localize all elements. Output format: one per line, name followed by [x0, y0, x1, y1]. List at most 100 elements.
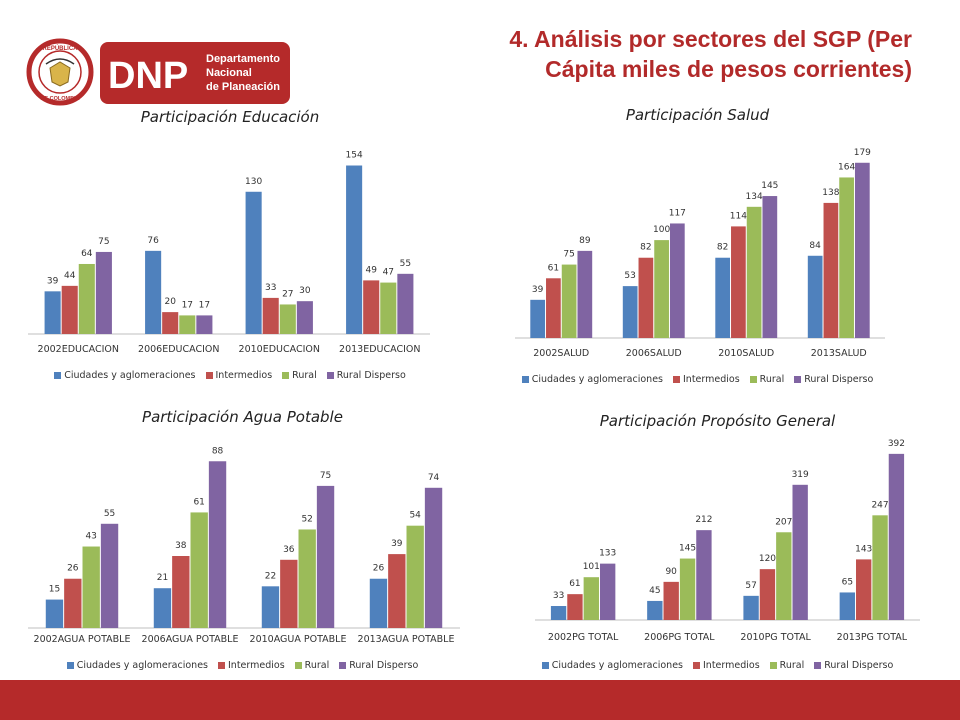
bar [807, 255, 823, 338]
condor-icon [45, 58, 75, 65]
category-label: 2013PG TOTAL [837, 632, 908, 643]
data-label: 27 [282, 289, 293, 299]
legend-item: Intermedios [205, 370, 272, 381]
data-label: 22 [265, 571, 276, 581]
data-label: 76 [147, 236, 159, 246]
seal-top-text: REPÚBLICA [42, 45, 78, 52]
data-label: 74 [428, 473, 440, 483]
legend-item: Rural Disperso [814, 660, 893, 671]
data-label: 114 [730, 211, 747, 221]
category-label: 2002AGUA POTABLE [34, 634, 131, 645]
bar [346, 165, 363, 334]
category-label: 2006SALUD [626, 348, 682, 359]
category-label: 2013AGUA POTABLE [358, 634, 455, 645]
legend-label: Rural Disperso [804, 374, 874, 385]
bar [654, 240, 669, 338]
bar [100, 523, 119, 628]
data-label: 33 [265, 283, 276, 293]
bar [380, 282, 397, 334]
chart-legend: Ciudades y aglomeraciones Intermedios Rura… [20, 370, 440, 381]
data-label: 39 [391, 539, 403, 549]
data-label: 100 [653, 225, 670, 235]
bar [369, 578, 388, 628]
category-label: 2006PG TOTAL [644, 632, 715, 643]
chart-plot: 15 26 43 55 2002AGUA POTABLE 21 38 61 88 2006AGUA… [28, 446, 460, 645]
data-label: 38 [175, 541, 187, 551]
category-label: 2002EDUCACION [38, 344, 119, 355]
data-label: 212 [695, 515, 712, 525]
legend-item: Ciudades y aglomeraciones [541, 660, 683, 671]
bar [298, 529, 316, 628]
footer-bar [0, 680, 960, 720]
legend-swatch [673, 376, 680, 383]
data-label: 21 [157, 573, 168, 583]
bar [872, 515, 888, 620]
legend-swatch [693, 662, 700, 669]
legend-item: Rural [769, 660, 805, 671]
legend-label: Intermedios [228, 660, 285, 671]
data-label: 117 [669, 208, 686, 218]
bar [856, 559, 872, 620]
bar [172, 556, 190, 628]
bar [669, 223, 685, 338]
data-label: 26 [373, 564, 385, 574]
bar [45, 599, 64, 628]
data-label: 133 [599, 549, 616, 559]
data-label: 84 [809, 241, 821, 251]
data-label: 247 [871, 500, 888, 510]
legend-label: Rural [779, 660, 805, 671]
bar [583, 577, 599, 620]
bar [622, 286, 638, 338]
chart-legend: Ciudades y aglomeraciones Intermedios Rura… [20, 660, 465, 671]
data-label: 52 [301, 514, 312, 524]
legend-item: Rural [282, 370, 317, 381]
legend-label: Ciudades y aglomeraciones [76, 660, 208, 671]
legend-swatch [794, 376, 802, 383]
data-label: 39 [47, 276, 59, 286]
chart-legend: Ciudades y aglomeraciones Intermedios Rura… [505, 374, 890, 385]
bar [647, 600, 663, 620]
chart-salud: Participación Salud 39 61 75 89 2002SALUD 53 8… [505, 106, 890, 396]
bar [196, 315, 213, 334]
data-label: 36 [283, 545, 295, 555]
legend-swatch [282, 372, 290, 379]
bar [296, 301, 313, 334]
legend-swatch [54, 372, 62, 379]
data-label: 101 [583, 562, 600, 572]
bar [679, 558, 696, 620]
shield-icon [49, 61, 71, 87]
bar [561, 264, 577, 338]
bar [208, 461, 227, 628]
data-label: 43 [85, 532, 96, 542]
legend-swatch [541, 662, 549, 669]
bar [839, 177, 854, 338]
legend-item: Ciudades y aglomeraciones [66, 660, 208, 671]
legend-item: Rural [294, 660, 329, 671]
data-label: 44 [64, 271, 76, 281]
legend-label: Ciudades y aglomeraciones [551, 660, 683, 671]
data-label: 57 [745, 581, 756, 591]
legend-label: Rural [759, 374, 785, 385]
category-label: 2002PG TOTAL [548, 632, 619, 643]
data-label: 75 [98, 237, 109, 247]
bar [82, 546, 100, 628]
legend-item: Ciudades y aglomeraciones [521, 374, 663, 385]
data-label: 75 [563, 250, 574, 260]
legend-label: Intermedios [703, 660, 760, 671]
bar [262, 297, 279, 334]
data-label: 138 [822, 188, 839, 198]
bar [746, 206, 762, 338]
bar [424, 487, 443, 628]
legend-item: Rural [749, 374, 785, 385]
legend-item: Intermedios [218, 660, 285, 671]
bar [854, 162, 870, 338]
data-label: 61 [569, 579, 580, 589]
data-label: 145 [761, 181, 778, 191]
data-label: 64 [81, 249, 93, 259]
logo-line-2: Nacional [206, 67, 252, 79]
bar [179, 315, 196, 334]
data-label: 392 [888, 439, 905, 449]
category-label: 2010AGUA POTABLE [250, 634, 347, 645]
data-label: 130 [245, 177, 262, 187]
